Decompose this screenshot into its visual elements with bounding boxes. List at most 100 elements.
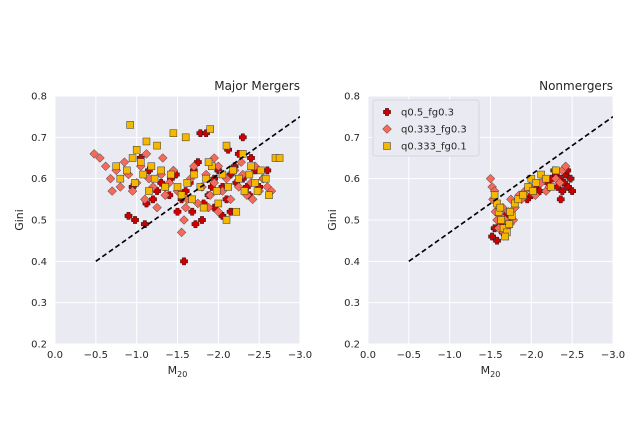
data-point bbox=[160, 190, 171, 200]
data-point bbox=[164, 178, 175, 188]
y-tick-label: 0.7 bbox=[31, 133, 47, 144]
data-point bbox=[490, 191, 499, 199]
data-point bbox=[152, 202, 162, 213]
plot-marks bbox=[89, 116, 300, 266]
data-point bbox=[137, 158, 145, 166]
data-point bbox=[180, 202, 191, 213]
data-point bbox=[167, 170, 175, 179]
data-point bbox=[147, 162, 156, 171]
data-point bbox=[176, 227, 187, 238]
data-point bbox=[189, 161, 199, 172]
data-point bbox=[149, 195, 157, 204]
data-point bbox=[158, 153, 168, 163]
data-point bbox=[247, 162, 255, 171]
data-point bbox=[123, 166, 131, 175]
x-axis-label: M20 bbox=[481, 364, 501, 379]
data-point bbox=[552, 166, 560, 175]
y-axis-label: Gini bbox=[326, 209, 339, 231]
data-point bbox=[177, 191, 186, 199]
y-axis-label: Gini bbox=[13, 209, 26, 231]
data-point bbox=[179, 215, 189, 225]
data-point bbox=[245, 170, 254, 179]
y-tick-label: 0.5 bbox=[31, 216, 47, 227]
panel-title: Major Mergers bbox=[214, 79, 300, 93]
data-point bbox=[542, 174, 550, 183]
data-point bbox=[204, 158, 213, 166]
data-point bbox=[127, 186, 138, 196]
x-tick-label: −1.5 bbox=[478, 350, 502, 361]
data-point bbox=[139, 170, 147, 179]
y-tick-label: 0.8 bbox=[344, 92, 360, 103]
legend-label: q0.333_fg0.1 bbox=[401, 142, 467, 153]
data-point bbox=[131, 216, 139, 224]
data-point bbox=[506, 207, 514, 216]
divider-line bbox=[95, 116, 300, 262]
data-point bbox=[225, 194, 236, 205]
y-tick-label: 0.2 bbox=[344, 340, 360, 351]
data-point bbox=[257, 166, 265, 175]
y-tick-label: 0.3 bbox=[344, 298, 360, 309]
x-tick-label: −2.5 bbox=[247, 350, 271, 361]
y-tick-label: 0.4 bbox=[31, 257, 47, 268]
data-point bbox=[226, 207, 235, 216]
y-tick-label: 0.2 bbox=[31, 340, 47, 351]
data-point bbox=[239, 133, 247, 142]
legend-marker bbox=[382, 124, 392, 134]
data-point bbox=[132, 145, 141, 154]
data-point bbox=[506, 194, 516, 205]
data-point bbox=[141, 220, 149, 228]
legend-label: q0.333_fg0.3 bbox=[401, 125, 467, 136]
x-tick-label: −1.5 bbox=[165, 350, 189, 361]
data-point bbox=[126, 121, 134, 129]
data-point bbox=[131, 179, 139, 187]
data-point bbox=[275, 154, 284, 162]
data-point bbox=[519, 191, 527, 199]
y-tick-label: 0.6 bbox=[31, 174, 47, 185]
y-tick-label: 0.5 bbox=[344, 216, 360, 227]
x-tick-label: −3.0 bbox=[288, 350, 312, 361]
x-tick-label: −2.0 bbox=[519, 350, 543, 361]
data-point bbox=[181, 133, 190, 142]
x-axis-label: M20 bbox=[168, 364, 188, 379]
x-tick-label: −3.0 bbox=[601, 350, 625, 361]
data-point bbox=[493, 236, 501, 245]
data-point bbox=[253, 187, 262, 195]
panel-1: 0.0 −0.5 −1.0 −1.5 −2.0 −2.5 −3.0 0.2 0.3 0.4 0.5 0… bbox=[13, 79, 312, 379]
data-point bbox=[145, 187, 153, 195]
legend: q0.5_fg0.3 q0.333_fg0.3 q0.333_fg0.1 bbox=[372, 99, 480, 157]
panel-title: Nonmergers bbox=[539, 79, 613, 93]
legend-marker bbox=[383, 108, 391, 116]
data-point bbox=[100, 161, 111, 172]
data-point bbox=[190, 170, 198, 179]
data-point bbox=[505, 220, 514, 228]
data-point bbox=[128, 154, 137, 162]
data-point bbox=[188, 195, 196, 204]
series-q0.333_fg0.1 bbox=[490, 166, 560, 241]
x-tick-label: 0.0 bbox=[47, 350, 63, 361]
data-point bbox=[496, 203, 505, 212]
data-point bbox=[198, 216, 206, 224]
data-point bbox=[214, 199, 223, 208]
x-tick-label: −2.5 bbox=[560, 350, 584, 361]
data-point bbox=[209, 178, 220, 188]
data-point bbox=[527, 174, 536, 183]
data-point bbox=[247, 154, 255, 162]
data-point bbox=[240, 187, 249, 195]
data-point bbox=[568, 187, 576, 195]
data-point bbox=[95, 153, 105, 163]
data-point bbox=[191, 220, 200, 228]
data-point bbox=[497, 216, 505, 224]
data-point bbox=[251, 179, 259, 187]
data-point bbox=[485, 173, 496, 184]
x-tick-label: −1.0 bbox=[125, 350, 149, 361]
data-point bbox=[566, 174, 575, 183]
data-point bbox=[124, 212, 133, 220]
data-point bbox=[196, 129, 205, 137]
data-point bbox=[213, 206, 224, 217]
data-point bbox=[105, 173, 116, 184]
y-tick-label: 0.8 bbox=[31, 92, 47, 103]
y-tick-label: 0.6 bbox=[344, 174, 360, 185]
data-point bbox=[229, 166, 237, 175]
data-point bbox=[89, 149, 99, 159]
data-point bbox=[212, 187, 221, 195]
